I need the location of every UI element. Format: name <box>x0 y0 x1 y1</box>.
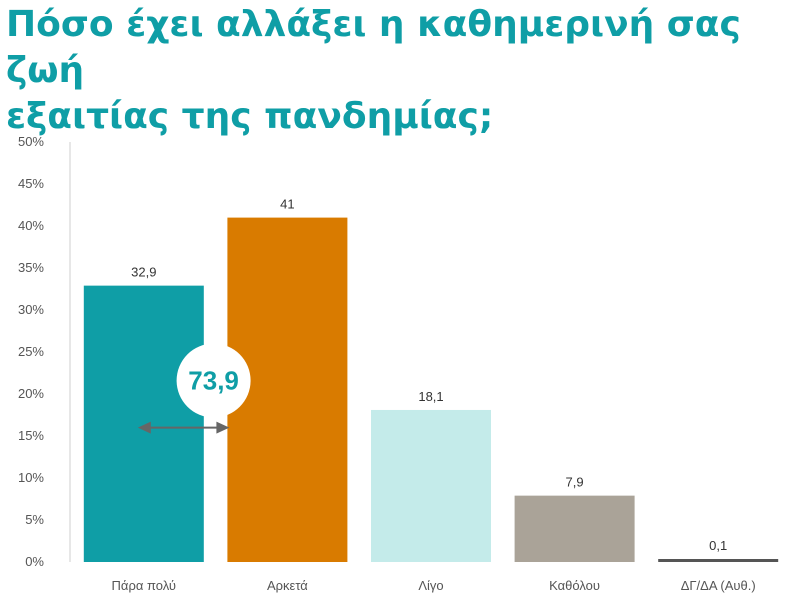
y-tick-label: 50% <box>18 134 44 149</box>
value-labels: 32,9 41 18,1 7,9 0,1 <box>131 197 727 553</box>
y-tick-label: 35% <box>18 260 44 275</box>
sum-annotation: 73,9 <box>137 343 251 434</box>
category-label: Καθόλου <box>549 578 600 593</box>
bar-value-label: 7,9 <box>566 475 584 490</box>
arrow-right-icon <box>216 421 230 434</box>
y-tick-label: 20% <box>18 386 44 401</box>
bar-value-label: 32,9 <box>131 265 156 280</box>
y-tick-label: 10% <box>18 470 44 485</box>
title-line-1: Πόσο έχει αλλάξει η καθημερινή σας ζωή <box>6 4 741 91</box>
y-axis-ticks: 0% 5% 10% 15% 20% 25% 30% 35% 40% 45% 50% <box>18 134 44 569</box>
category-label: Αρκετά <box>267 578 308 593</box>
bar-value-label: 18,1 <box>418 389 443 404</box>
y-tick-label: 25% <box>18 344 44 359</box>
sum-label: 73,9 <box>188 366 239 396</box>
arrow-left-icon <box>137 421 151 434</box>
bar <box>371 409 491 562</box>
y-tick-label: 45% <box>18 176 44 191</box>
category-label: Πάρα πολύ <box>112 578 177 593</box>
bar-value-label: 0,1 <box>709 538 727 553</box>
chart-title: Πόσο έχει αλλάξει η καθημερινή σας ζωή ε… <box>6 2 796 140</box>
y-tick-label: 0% <box>25 554 44 569</box>
y-tick-label: 5% <box>25 512 44 527</box>
category-labels: Πάρα πολύ Αρκετά Λίγο Καθόλου ΔΓ/ΔΑ (Αυθ.) <box>112 578 756 593</box>
bar-value-label: 41 <box>280 197 294 212</box>
bar <box>658 559 779 562</box>
bar <box>83 285 204 562</box>
y-tick-label: 30% <box>18 302 44 317</box>
y-tick-label: 15% <box>18 428 44 443</box>
category-label: Λίγο <box>418 578 443 593</box>
bar <box>514 495 635 562</box>
y-tick-label: 40% <box>18 218 44 233</box>
title-line-2: εξαιτίας της πανδημίας; <box>6 96 494 137</box>
sum-circle <box>176 343 251 418</box>
category-label: ΔΓ/ΔΑ (Αυθ.) <box>681 578 756 593</box>
